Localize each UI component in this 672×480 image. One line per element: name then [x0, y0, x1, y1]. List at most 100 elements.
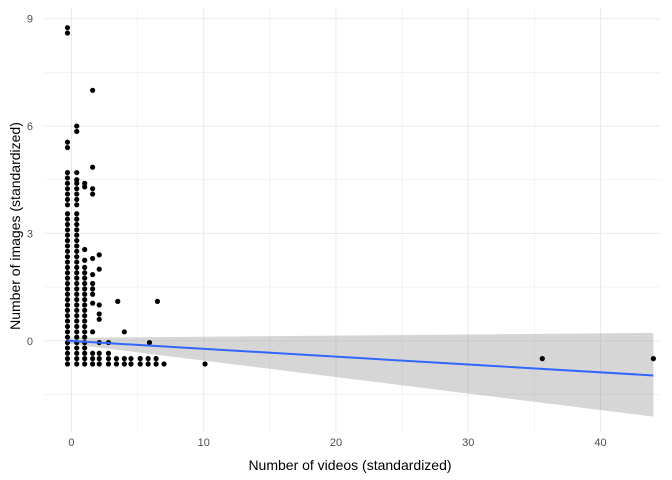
data-point	[90, 255, 96, 262]
x-tick-label: 10	[198, 437, 210, 449]
data-point	[90, 350, 96, 356]
data-point	[74, 345, 80, 351]
data-point	[64, 264, 71, 271]
data-point	[74, 318, 80, 324]
y-tick-label: 0	[27, 336, 33, 348]
data-point	[82, 361, 88, 367]
data-point	[161, 361, 167, 367]
data-point	[64, 196, 71, 203]
x-tick-label: 0	[68, 437, 74, 449]
data-point	[90, 280, 96, 287]
data-point	[82, 184, 88, 190]
y-axis-title: Number of images (standardized)	[7, 122, 23, 330]
data-point	[90, 164, 96, 170]
data-point	[82, 246, 88, 253]
data-point	[74, 291, 80, 297]
data-point	[82, 297, 88, 303]
x-tick-label: 30	[462, 437, 474, 449]
data-point	[90, 191, 96, 197]
data-point	[64, 361, 71, 367]
data-point	[64, 221, 71, 228]
data-point	[121, 329, 127, 335]
data-point	[64, 302, 71, 308]
regression-line-layer	[67, 339, 654, 377]
data-point	[128, 356, 134, 362]
data-point	[82, 323, 88, 330]
y-axis-ticks: 0 3 6 9	[27, 14, 33, 348]
data-point	[74, 221, 80, 228]
data-point	[153, 361, 159, 367]
data-point	[64, 254, 71, 260]
confidence-band-layer	[67, 332, 654, 417]
data-point	[64, 297, 71, 303]
data-point	[74, 334, 80, 340]
data-point	[74, 323, 80, 330]
data-point	[74, 237, 80, 244]
data-point	[90, 186, 96, 192]
data-point	[64, 291, 71, 297]
regression-line	[67, 339, 654, 377]
data-point	[74, 280, 80, 287]
data-points	[64, 25, 656, 367]
data-point	[121, 356, 127, 362]
data-point	[82, 264, 88, 271]
data-point	[82, 270, 88, 276]
data-point	[74, 177, 80, 183]
data-point	[90, 300, 96, 306]
y-tick-label: 9	[27, 14, 33, 26]
data-point	[82, 350, 88, 356]
data-point	[90, 329, 96, 335]
data-point	[74, 302, 80, 308]
data-point	[82, 329, 88, 335]
data-point	[64, 259, 71, 265]
data-point	[146, 339, 153, 346]
data-point	[82, 318, 88, 324]
data-point	[82, 180, 88, 186]
data-point	[74, 196, 80, 203]
data-point	[137, 356, 143, 362]
data-point	[74, 232, 80, 238]
data-point	[96, 311, 102, 317]
data-point	[82, 356, 88, 362]
data-point	[90, 291, 96, 297]
data-point	[64, 307, 71, 313]
x-tick-label: 20	[330, 437, 342, 449]
data-point	[650, 356, 656, 362]
data-point	[539, 356, 545, 362]
data-point	[64, 329, 71, 335]
data-point	[64, 169, 71, 176]
data-point	[74, 259, 80, 265]
data-point	[105, 361, 112, 367]
data-point	[96, 356, 102, 362]
data-point	[74, 191, 80, 197]
data-point	[96, 302, 102, 308]
data-point	[74, 216, 80, 222]
data-point	[64, 323, 71, 330]
data-point	[64, 30, 71, 36]
data-point	[154, 298, 161, 305]
data-point	[74, 202, 80, 208]
data-point	[113, 356, 120, 362]
data-point	[64, 313, 71, 319]
data-point	[96, 361, 102, 367]
data-point	[64, 180, 71, 186]
data-point	[82, 257, 88, 263]
data-point	[145, 356, 151, 362]
data-point	[74, 169, 80, 176]
data-point	[64, 139, 71, 145]
data-point	[82, 302, 88, 308]
data-point	[74, 307, 80, 313]
data-point	[82, 291, 88, 297]
data-point	[202, 361, 208, 367]
data-point	[96, 252, 102, 258]
data-point	[74, 350, 80, 356]
confidence-band	[67, 332, 654, 417]
data-point	[64, 350, 71, 356]
data-point	[64, 202, 71, 208]
data-point	[64, 227, 71, 233]
data-point	[64, 216, 71, 222]
data-point	[82, 275, 88, 281]
x-tick-label: 40	[594, 437, 606, 449]
data-point	[82, 286, 88, 292]
x-axis-ticks: 0 10 20 30 40	[68, 437, 606, 449]
